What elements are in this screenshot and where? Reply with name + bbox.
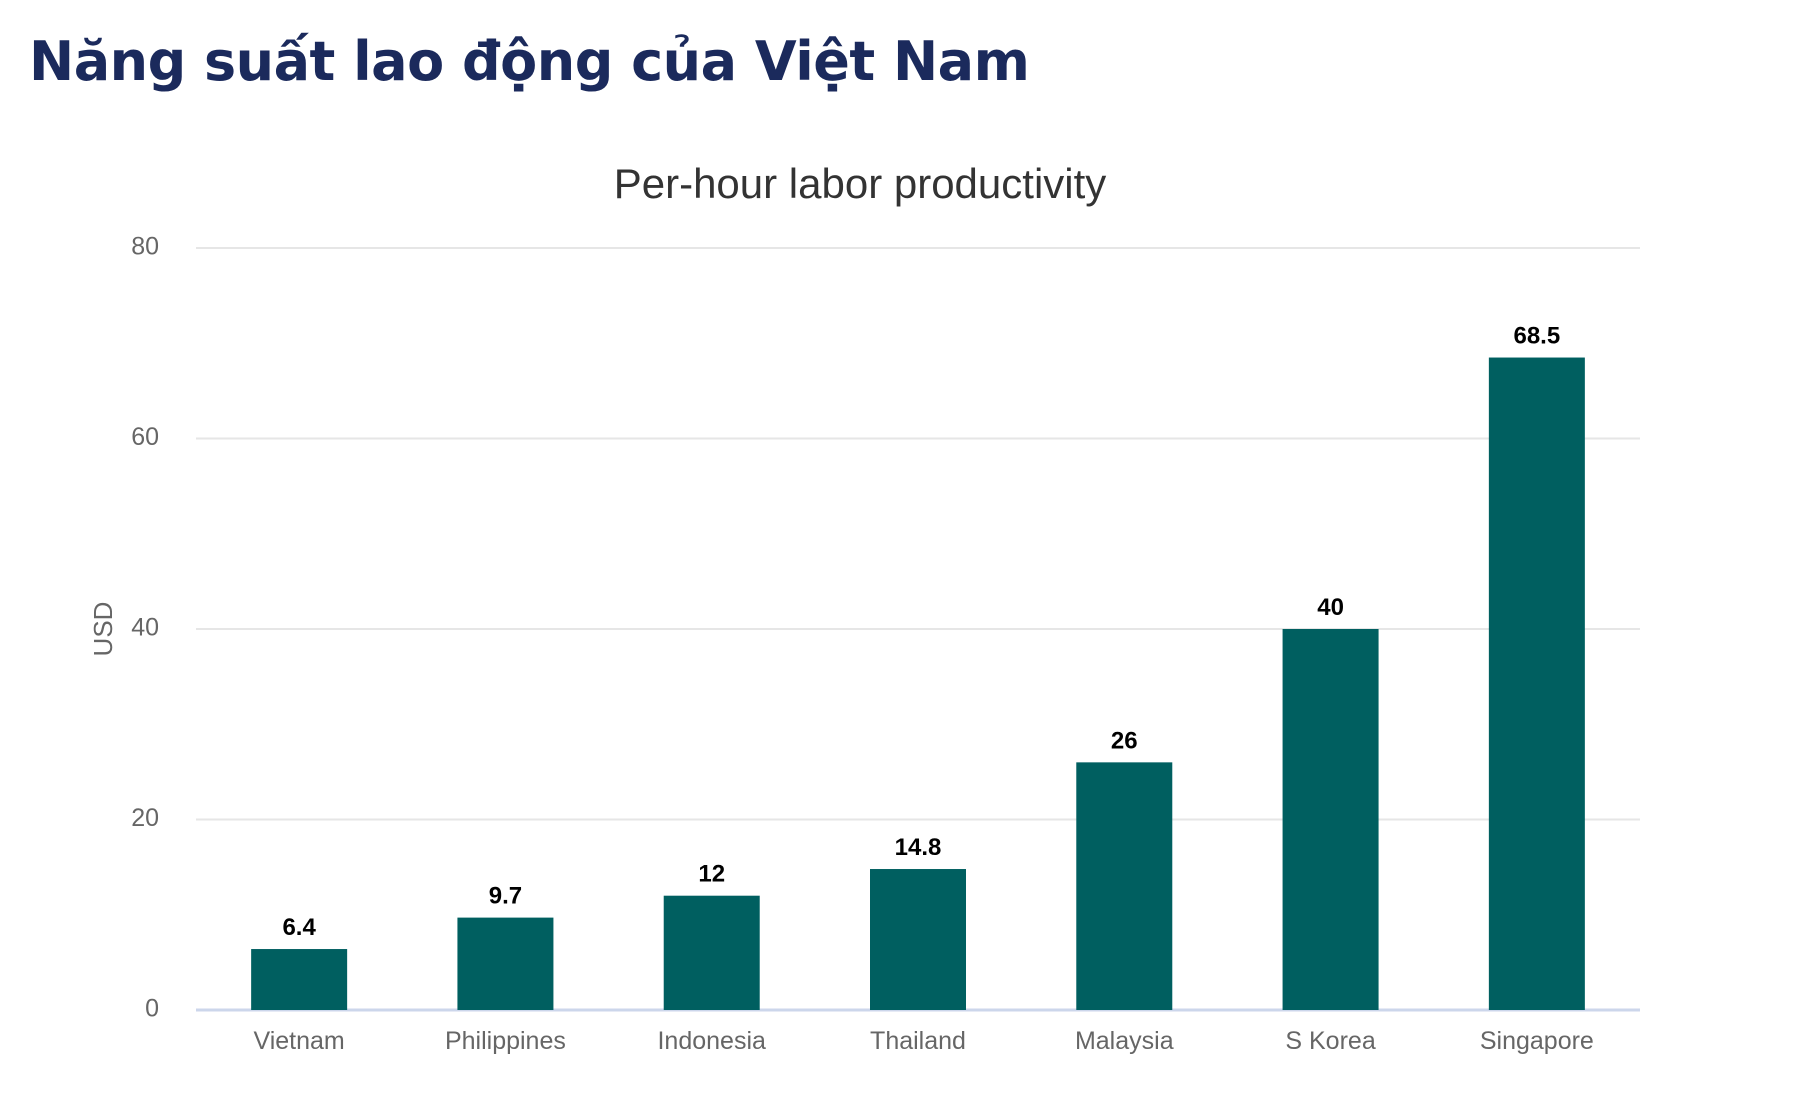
y-tick-label: 0 — [145, 995, 159, 1023]
chart-title: Per-hour labor productivity — [614, 160, 1107, 207]
x-tick-label: S Korea — [1285, 1027, 1375, 1055]
x-tick-label: Philippines — [445, 1027, 566, 1055]
y-tick-label: 40 — [131, 614, 159, 642]
y-axis-ticks: 0 20 40 60 80 — [131, 233, 159, 1023]
bar-thailand — [870, 869, 966, 1010]
data-label: 14.8 — [895, 834, 942, 861]
x-tick-label: Singapore — [1480, 1027, 1594, 1055]
y-tick-label: 80 — [131, 233, 159, 261]
data-labels: 6.4 9.7 12 14.8 26 40 68.5 — [282, 323, 1560, 942]
data-label: 40 — [1317, 594, 1344, 621]
data-label: 6.4 — [282, 914, 316, 941]
data-label: 12 — [698, 861, 725, 888]
x-tick-label: Malaysia — [1075, 1027, 1174, 1055]
x-tick-label: Indonesia — [657, 1027, 766, 1055]
bar-philippines — [457, 917, 554, 1010]
bars — [251, 357, 1585, 1011]
data-label: 26 — [1111, 727, 1138, 754]
bar-s-korea — [1282, 629, 1379, 1010]
bar-malaysia — [1076, 762, 1173, 1010]
y-tick-label: 20 — [131, 804, 159, 832]
y-tick-label: 60 — [131, 423, 159, 451]
x-tick-label: Thailand — [870, 1027, 966, 1055]
y-axis-label: USD — [88, 602, 118, 657]
x-axis-ticks: Vietnam Philippines Indonesia Thailand Malay… — [254, 1027, 1594, 1055]
bar-singapore — [1488, 357, 1585, 1011]
page-title: Năng suất lao động của Việt Nam — [29, 30, 1030, 93]
data-label: 68.5 — [1513, 323, 1560, 350]
bar-vietnam — [251, 949, 348, 1010]
bar-indonesia — [663, 895, 760, 1010]
x-tick-label: Vietnam — [254, 1027, 345, 1055]
data-label: 9.7 — [489, 883, 522, 910]
